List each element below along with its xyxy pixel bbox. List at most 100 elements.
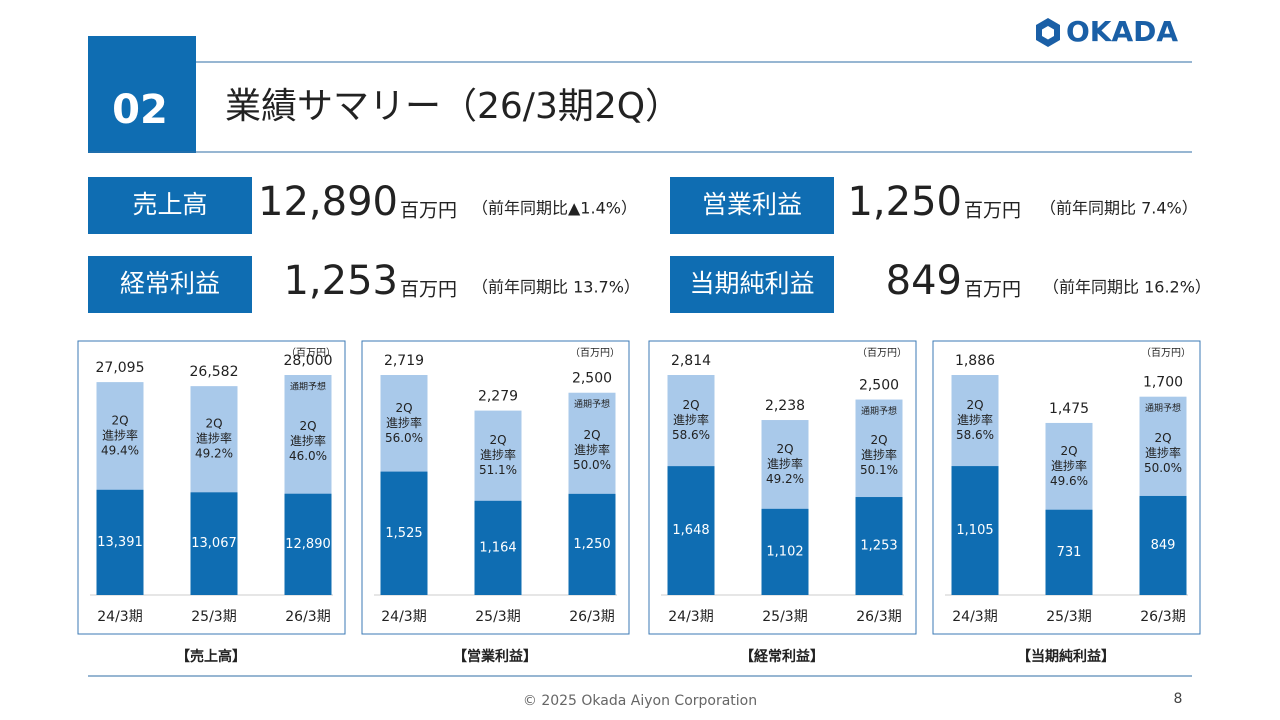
unit-label: （百万円） bbox=[1141, 347, 1191, 359]
kpi-label: 営業利益 bbox=[702, 190, 802, 219]
kpi-unit: 百万円 bbox=[964, 279, 1021, 301]
total-label: 26,582 bbox=[190, 364, 239, 380]
progress-heading: 進捗率 bbox=[767, 456, 803, 471]
progress-label: 51.1% bbox=[479, 463, 517, 477]
bar-2q bbox=[284, 493, 332, 595]
kpi-value: 1,250 bbox=[847, 179, 962, 225]
bar-2q bbox=[190, 492, 238, 595]
chart-caption: 【当期純利益】 bbox=[1017, 648, 1115, 665]
progress-label: 46.0% bbox=[289, 449, 327, 463]
progress-heading: 進捗率 bbox=[673, 412, 709, 427]
unit-label: （百万円） bbox=[857, 347, 907, 359]
unit-label: （百万円） bbox=[570, 347, 620, 359]
total-label: 1,475 bbox=[1049, 401, 1089, 417]
q2-label: 1,102 bbox=[766, 544, 803, 559]
bar-2q bbox=[380, 471, 428, 595]
progress-heading: 進捗率 bbox=[957, 412, 993, 427]
bar-2q bbox=[951, 466, 999, 595]
q2-label: 1,164 bbox=[479, 540, 516, 555]
progress-heading: 進捗率 bbox=[1051, 458, 1087, 473]
x-tick-label: 24/3期 bbox=[97, 609, 142, 625]
progress-label: 56.0% bbox=[385, 431, 423, 445]
progress-label: 49.2% bbox=[766, 472, 804, 486]
q2-label: 13,067 bbox=[191, 536, 237, 551]
x-tick-label: 24/3期 bbox=[381, 609, 426, 625]
kpi-label: 売上高 bbox=[132, 190, 207, 219]
kpi-label-box bbox=[88, 256, 252, 313]
bar-2q bbox=[855, 497, 903, 595]
x-tick-label: 25/3期 bbox=[1046, 609, 1091, 625]
chart-panel bbox=[361, 340, 630, 635]
logo-icon-inner bbox=[1042, 26, 1054, 40]
unit-label: （百万円） bbox=[286, 347, 336, 359]
bar-2q bbox=[1045, 509, 1093, 595]
x-tick-label: 26/3期 bbox=[1140, 609, 1185, 625]
page-number: 8 bbox=[1174, 691, 1183, 707]
progress-heading: 進捗率 bbox=[1145, 445, 1181, 460]
q2-label: 1,253 bbox=[860, 539, 897, 554]
x-tick-label: 25/3期 bbox=[191, 609, 236, 625]
kpi-unit: 百万円 bbox=[964, 200, 1021, 222]
progress-heading: 進捗率 bbox=[861, 447, 897, 462]
progress-heading: 2Q bbox=[1060, 444, 1077, 458]
progress-heading: 2Q bbox=[776, 442, 793, 456]
bar-2q bbox=[761, 508, 809, 595]
total-label: 28,000 bbox=[284, 353, 333, 369]
kpi-label: 経常利益 bbox=[120, 269, 220, 298]
progress-heading: 2Q bbox=[205, 417, 222, 431]
progress-heading: 2Q bbox=[966, 398, 983, 412]
bar-2q bbox=[568, 493, 616, 595]
total-label: 2,814 bbox=[671, 353, 711, 369]
x-tick-label: 26/3期 bbox=[856, 609, 901, 625]
chart-panel bbox=[648, 340, 917, 635]
x-tick-label: 24/3期 bbox=[952, 609, 997, 625]
q2-label: 849 bbox=[1151, 538, 1176, 553]
kpi-note: （前年同期比 16.2%） bbox=[1043, 278, 1211, 297]
x-tick-label: 25/3期 bbox=[762, 609, 807, 625]
total-label: 2,500 bbox=[572, 371, 612, 387]
progress-heading: 進捗率 bbox=[480, 447, 516, 462]
progress-label: 50.0% bbox=[1144, 461, 1182, 475]
q2-label: 12,890 bbox=[285, 537, 331, 552]
progress-label: 58.6% bbox=[956, 428, 994, 442]
q2-label: 731 bbox=[1057, 545, 1082, 560]
kpi-label-box bbox=[670, 177, 834, 234]
progress-label: 49.2% bbox=[195, 447, 233, 461]
progress-label: 49.4% bbox=[101, 443, 139, 457]
total-label: 2,719 bbox=[384, 353, 424, 369]
total-label: 2,238 bbox=[765, 398, 805, 414]
kpi-label-box bbox=[670, 256, 834, 313]
copyright: © 2025 Okada Aiyon Corporation bbox=[523, 693, 757, 709]
x-tick-label: 24/3期 bbox=[668, 609, 713, 625]
progress-heading: 2Q bbox=[111, 413, 128, 427]
kpi-note: （前年同期比 7.4%） bbox=[1040, 199, 1198, 218]
x-tick-label: 26/3期 bbox=[285, 609, 330, 625]
progress-heading: 進捗率 bbox=[290, 433, 326, 448]
progress-label: 49.6% bbox=[1050, 474, 1088, 488]
kpi-value: 12,890 bbox=[258, 179, 398, 225]
progress-heading: 2Q bbox=[682, 398, 699, 412]
chart-panel bbox=[77, 340, 346, 635]
section-box bbox=[88, 36, 196, 153]
progress-label: 50.0% bbox=[573, 458, 611, 472]
total-label: 2,279 bbox=[478, 389, 518, 405]
chart-caption: 【売上高】 bbox=[176, 648, 246, 665]
progress-heading: 進捗率 bbox=[574, 442, 610, 457]
progress-label: 50.1% bbox=[860, 463, 898, 477]
kpi-label: 当期純利益 bbox=[689, 269, 814, 298]
kpi-unit: 百万円 bbox=[400, 279, 457, 301]
q2-label: 1,525 bbox=[385, 526, 422, 541]
forecast-label: 通期予想 bbox=[290, 381, 326, 393]
logo: OKADA bbox=[1066, 15, 1178, 48]
kpi-unit: 百万円 bbox=[400, 200, 457, 222]
progress-heading: 2Q bbox=[489, 433, 506, 447]
progress-heading: 進捗率 bbox=[102, 427, 138, 442]
progress-heading: 2Q bbox=[1154, 431, 1171, 445]
bar-2q bbox=[667, 466, 715, 595]
forecast-label: 通期予想 bbox=[861, 405, 897, 417]
page-title: 業績サマリー（26/3期2Q） bbox=[225, 86, 681, 127]
progress-label: 58.6% bbox=[672, 428, 710, 442]
bar-2q bbox=[1139, 495, 1187, 595]
